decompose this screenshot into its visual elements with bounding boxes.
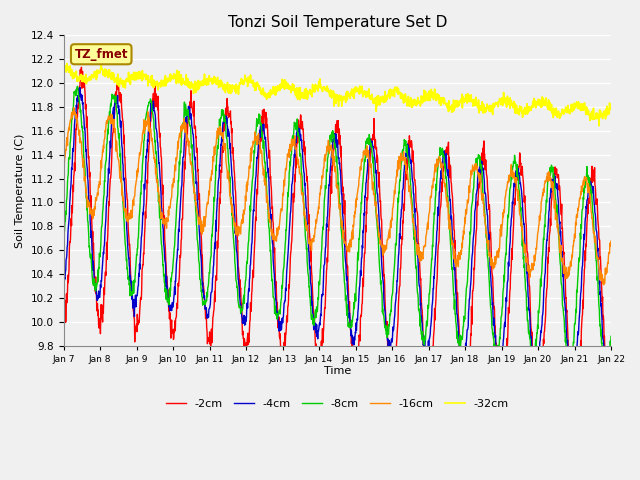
-16cm (372, 203, 380, 209)
Text: TZ_fmet: TZ_fmet (74, 48, 128, 61)
-2cm (77, 64, 85, 70)
-16cm (303, 227, 311, 233)
-2cm (606, 414, 614, 420)
-8cm (603, 372, 611, 378)
-8cm (303, 263, 311, 268)
-16cm (60, 168, 67, 174)
-16cm (125, 216, 132, 222)
Line: -16cm: -16cm (63, 108, 611, 285)
X-axis label: Time: Time (324, 366, 351, 376)
-4cm (303, 220, 311, 226)
-8cm (74, 84, 81, 89)
-32cm (292, 90, 300, 96)
-32cm (63, 60, 70, 66)
-32cm (125, 70, 132, 75)
-16cm (314, 213, 321, 219)
-32cm (314, 83, 321, 89)
-8cm (607, 334, 615, 339)
-32cm (60, 66, 67, 72)
-8cm (372, 191, 380, 196)
Legend: -2cm, -4cm, -8cm, -16cm, -32cm: -2cm, -4cm, -8cm, -16cm, -32cm (161, 395, 513, 413)
Y-axis label: Soil Temperature (C): Soil Temperature (C) (15, 133, 25, 248)
-2cm (314, 346, 321, 351)
-32cm (607, 107, 615, 112)
-4cm (60, 276, 67, 282)
-2cm (292, 165, 300, 171)
-4cm (125, 255, 132, 261)
-16cm (600, 282, 607, 288)
-8cm (314, 309, 321, 314)
Line: -4cm: -4cm (63, 87, 611, 386)
-32cm (102, 67, 110, 72)
-8cm (292, 127, 300, 132)
-2cm (607, 397, 615, 403)
-2cm (60, 319, 67, 325)
-4cm (102, 204, 110, 210)
-4cm (605, 384, 613, 389)
-32cm (372, 95, 380, 100)
-4cm (292, 140, 300, 145)
-32cm (303, 95, 311, 101)
-16cm (70, 105, 77, 110)
-4cm (372, 170, 380, 176)
-2cm (125, 231, 132, 237)
-8cm (125, 274, 132, 280)
-2cm (372, 137, 380, 143)
-16cm (607, 238, 615, 244)
-16cm (102, 120, 110, 125)
-2cm (102, 260, 110, 266)
Line: -8cm: -8cm (63, 86, 611, 375)
-16cm (292, 145, 300, 151)
-8cm (102, 157, 110, 163)
Title: Tonzi Soil Temperature Set D: Tonzi Soil Temperature Set D (228, 15, 447, 30)
-4cm (607, 380, 615, 385)
-4cm (314, 329, 321, 335)
-32cm (595, 123, 603, 129)
-4cm (76, 84, 84, 90)
-8cm (60, 246, 67, 252)
-2cm (303, 180, 311, 186)
Line: -2cm: -2cm (63, 67, 611, 417)
Line: -32cm: -32cm (63, 63, 611, 126)
